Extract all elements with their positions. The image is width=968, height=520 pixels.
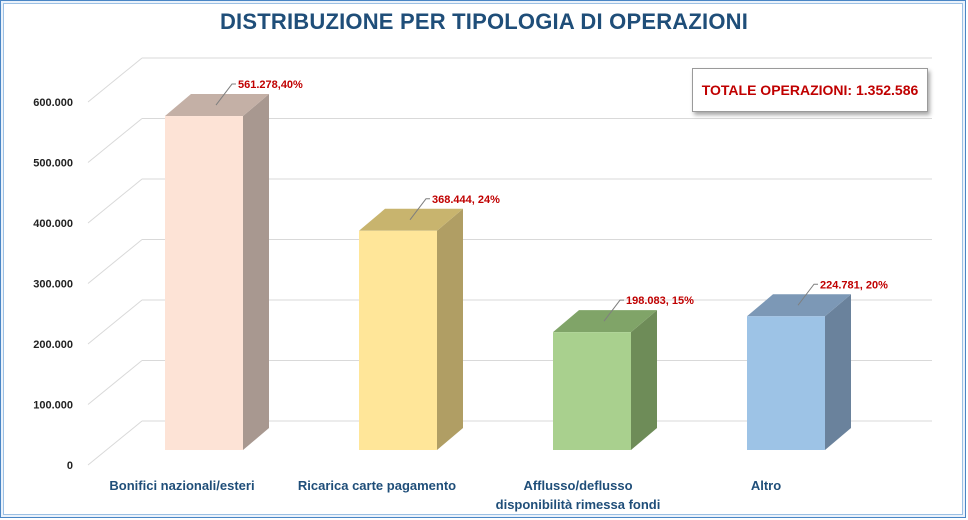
gridline-depth <box>87 57 143 103</box>
total-operations-box: TOTALE OPERAZIONI: 1.352.586 <box>692 68 928 112</box>
x-category-label: Ricarica carte pagamento <box>298 478 456 493</box>
y-tick-label: 0 <box>67 460 73 472</box>
data-label: 561.278,40% <box>238 79 303 91</box>
bar-side <box>437 208 463 450</box>
data-label-leader <box>409 198 430 221</box>
gridline-depth <box>87 239 143 284</box>
data-label-leader <box>215 83 236 106</box>
data-label-leader <box>797 283 818 306</box>
bar <box>747 316 825 450</box>
gridline-depth <box>87 118 143 163</box>
bar-top <box>747 294 851 317</box>
y-tick-label: 100.000 <box>33 400 73 412</box>
bar <box>553 332 631 450</box>
y-tick-label: 200.000 <box>33 339 73 351</box>
y-tick-label: 500.000 <box>33 158 73 170</box>
gridline-depth <box>87 360 143 405</box>
bar-side <box>243 94 269 451</box>
bar <box>359 230 437 450</box>
bar <box>165 116 243 451</box>
bar-top <box>359 208 463 231</box>
y-tick-label: 600.000 <box>33 97 73 109</box>
bar-top <box>553 310 657 333</box>
data-label: 368.444, 24% <box>432 194 500 206</box>
bar-top <box>165 94 269 117</box>
x-category-label: disponibilità rimessa fondi <box>496 497 661 512</box>
chart-title: DISTRIBUZIONE PER TIPOLOGIA DI OPERAZION… <box>219 9 749 34</box>
gridline-depth <box>87 420 143 466</box>
y-tick-label: 300.000 <box>33 279 73 291</box>
data-label: 224.781, 20% <box>820 279 888 291</box>
gridline-depth <box>87 299 143 345</box>
y-tick-label: 400.000 <box>33 218 73 230</box>
bar-side <box>631 310 657 450</box>
x-category-label: Afflusso/deflusso <box>523 478 632 493</box>
bar-side <box>825 294 851 450</box>
data-label: 198.083, 15% <box>626 295 694 307</box>
data-label-leader <box>603 299 624 322</box>
x-category-label: Altro <box>751 478 781 493</box>
x-category-label: Bonifici nazionali/esteri <box>109 478 254 493</box>
gridline-depth <box>87 178 143 224</box>
